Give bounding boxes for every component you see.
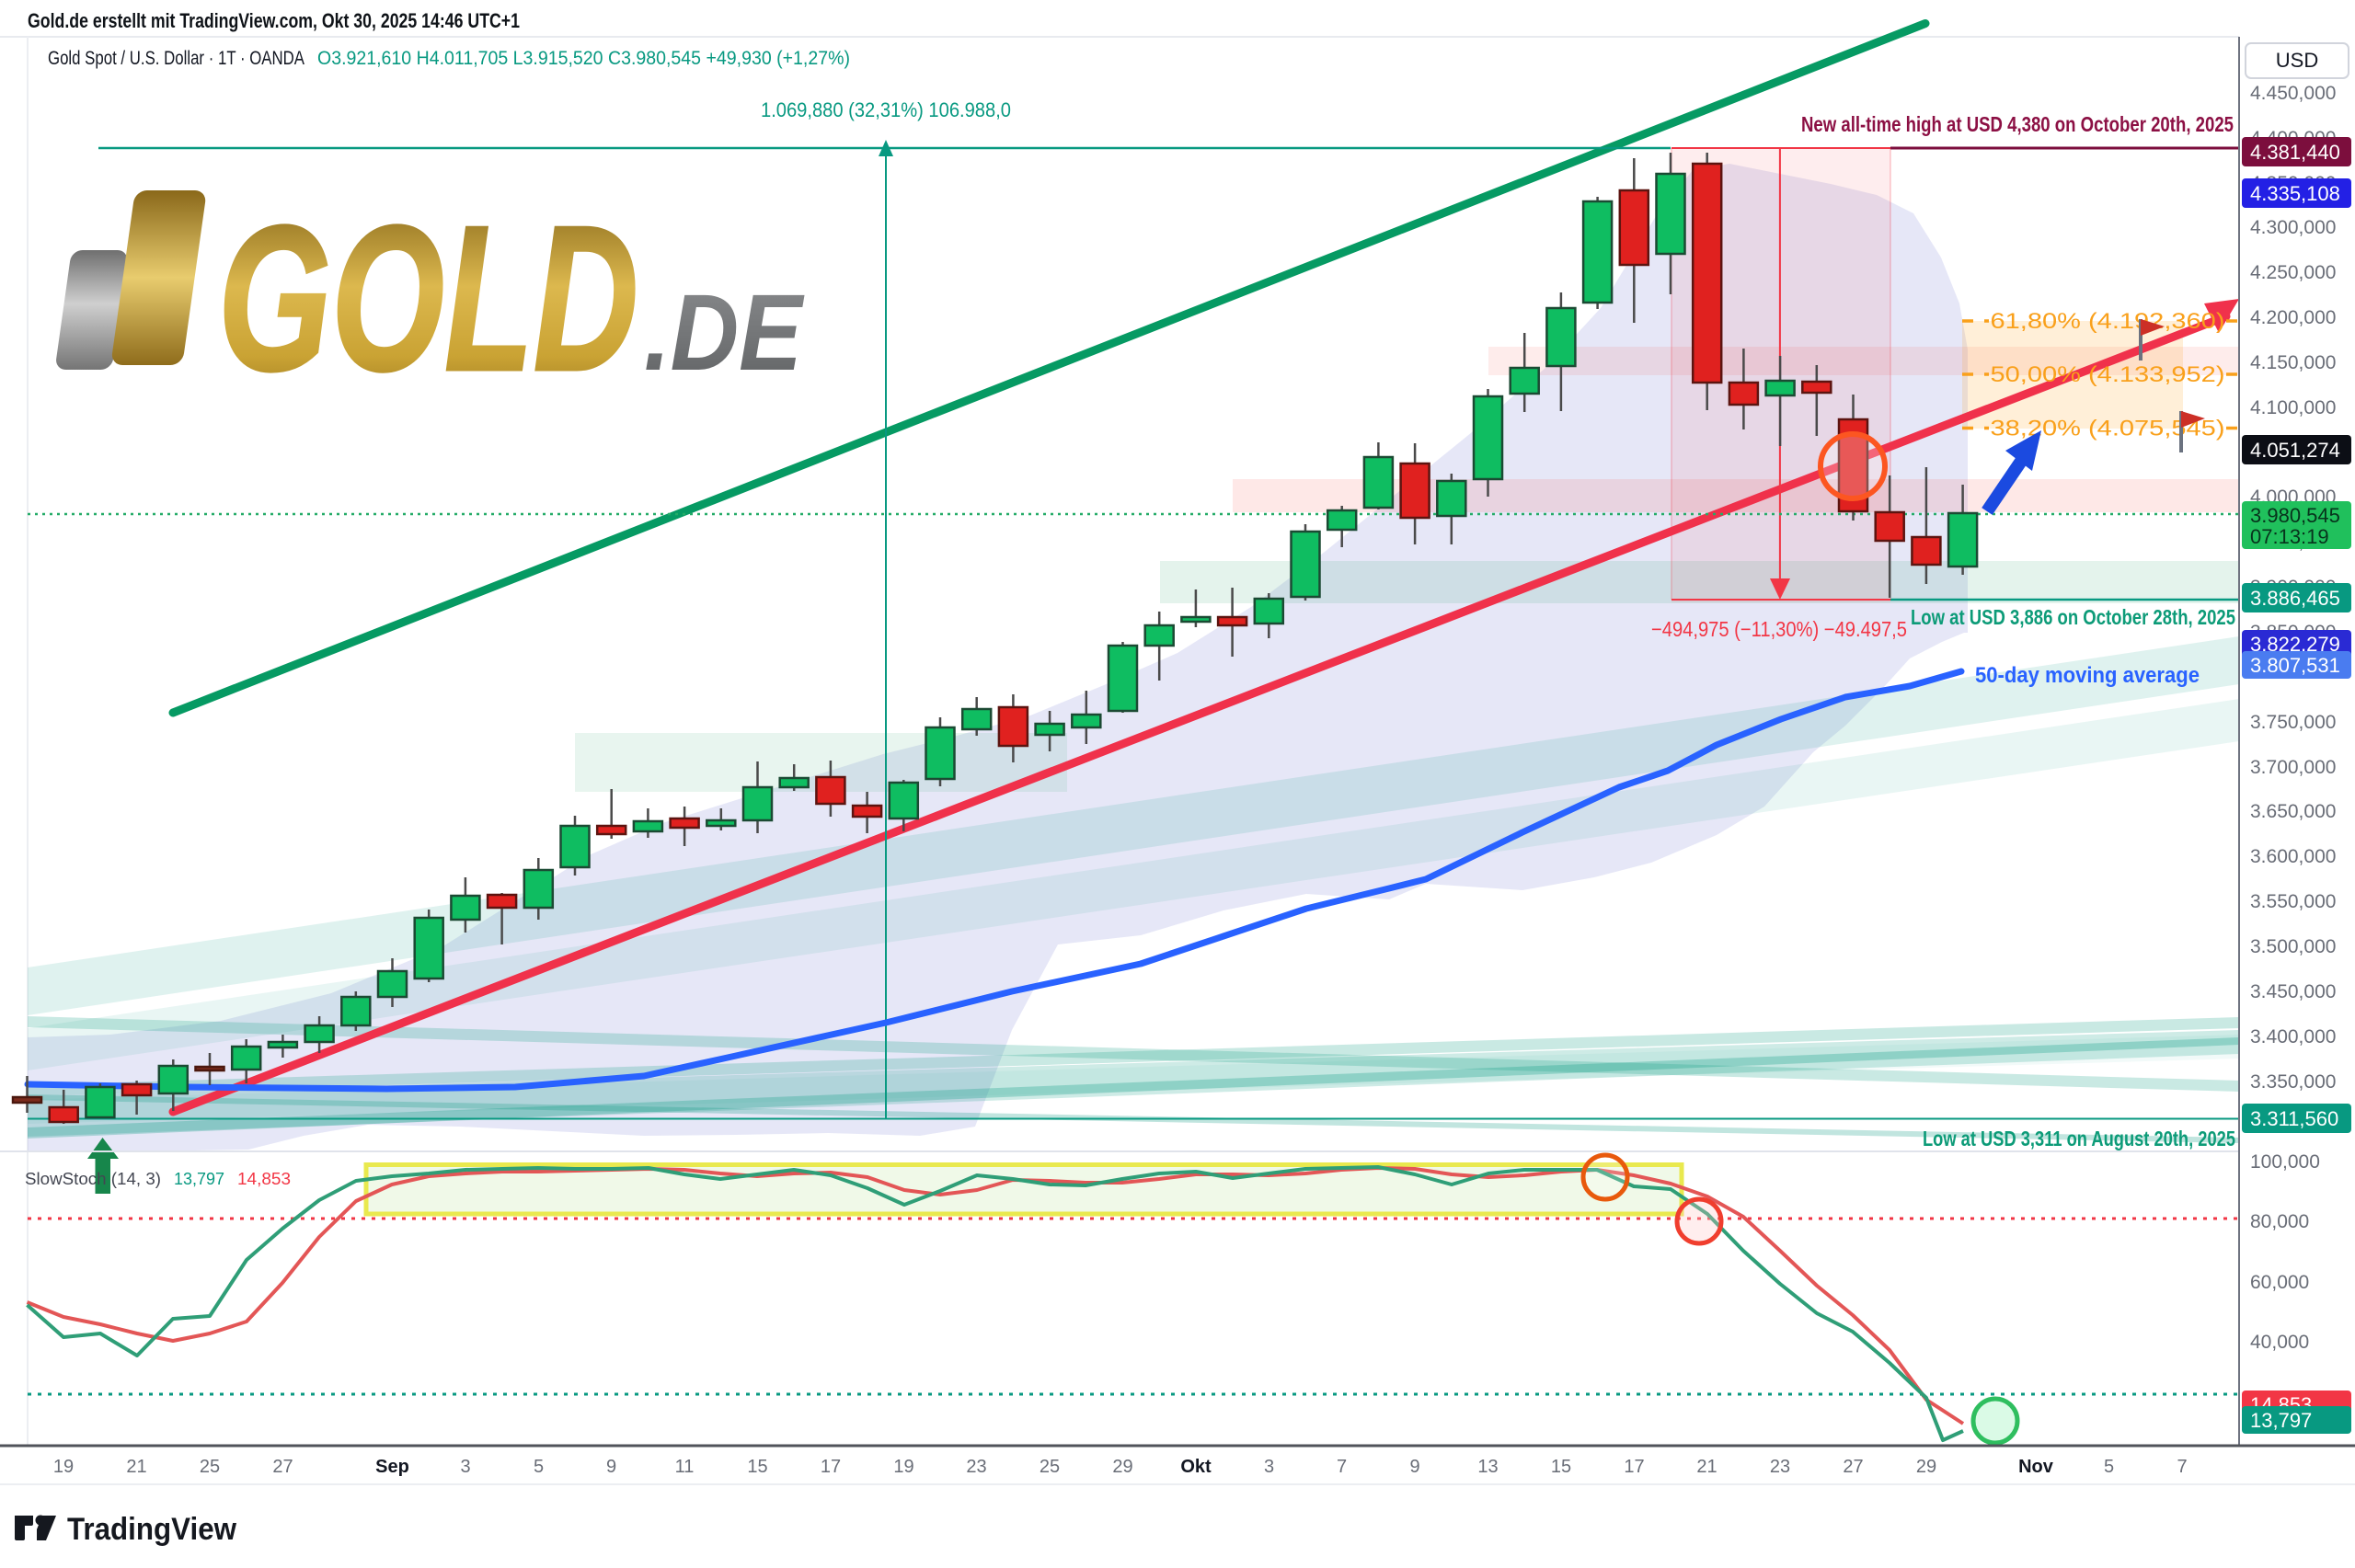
- svg-text:3.450,000: 3.450,000: [2250, 981, 2336, 1002]
- svg-text:7: 7: [2177, 1457, 2187, 1477]
- svg-text:19: 19: [893, 1457, 913, 1477]
- svg-text:61,80% (4.192,360): 61,80% (4.192,360): [1991, 309, 2225, 334]
- svg-text:21: 21: [1696, 1457, 1717, 1477]
- svg-text:4.381,440: 4.381,440: [2250, 141, 2340, 164]
- svg-text:3.500,000: 3.500,000: [2250, 936, 2336, 957]
- svg-text:9: 9: [1409, 1457, 1419, 1477]
- svg-text:23: 23: [966, 1457, 986, 1477]
- svg-text:100,000: 100,000: [2250, 1151, 2320, 1173]
- svg-text:9: 9: [606, 1457, 616, 1477]
- svg-text:13,797: 13,797: [174, 1170, 224, 1188]
- svg-text:25: 25: [200, 1457, 220, 1477]
- svg-text:4.450,000: 4.450,000: [2250, 83, 2336, 104]
- svg-text:29: 29: [1916, 1457, 1936, 1477]
- svg-text:O3.921,610 H4.011,705 L3.915: O3.921,610 H4.011,705 L3.915,520 C3.980,…: [317, 48, 850, 69]
- svg-text:−494,975 (−11,30%) −49.497,5: −494,975 (−11,30%) −49.497,5: [1651, 617, 1907, 641]
- svg-text:3.311,560: 3.311,560: [2250, 1107, 2338, 1130]
- svg-text:17: 17: [821, 1457, 841, 1477]
- svg-text:40,000: 40,000: [2250, 1332, 2309, 1353]
- svg-text:3.807,531: 3.807,531: [2250, 654, 2340, 677]
- svg-text:3.350,000: 3.350,000: [2250, 1071, 2336, 1093]
- svg-text:5: 5: [534, 1457, 544, 1477]
- svg-text:13: 13: [1477, 1457, 1498, 1477]
- svg-text:14,853: 14,853: [237, 1170, 291, 1188]
- svg-text:.DE: .DE: [644, 272, 805, 394]
- svg-text:50,00% (4.133,952): 50,00% (4.133,952): [1991, 362, 2225, 387]
- svg-text:3.980,545: 3.980,545: [2250, 504, 2340, 527]
- svg-text:4.100,000: 4.100,000: [2250, 397, 2336, 418]
- svg-text:USD: USD: [2276, 49, 2318, 72]
- svg-text:21: 21: [126, 1457, 146, 1477]
- svg-text:50-day moving average: 50-day moving average: [1975, 663, 2200, 688]
- svg-text:SlowStoch (14, 3): SlowStoch (14, 3): [25, 1170, 161, 1188]
- svg-text:3.400,000: 3.400,000: [2250, 1026, 2336, 1047]
- svg-text:17: 17: [1624, 1457, 1644, 1477]
- svg-text:13,797: 13,797: [2250, 1409, 2312, 1432]
- svg-text:GOLD: GOLD: [218, 182, 638, 414]
- svg-text:60,000: 60,000: [2250, 1272, 2309, 1293]
- svg-text:25: 25: [1040, 1457, 1060, 1477]
- svg-text:Low at USD 3,886 on October 28: Low at USD 3,886 on October 28th, 2025: [1911, 605, 2235, 629]
- svg-text:1.069,880 (32,31%) 106.988,0: 1.069,880 (32,31%) 106.988,0: [761, 98, 1011, 121]
- svg-text:New all-time high at USD 4,380: New all-time high at USD 4,380 on Octobe…: [1801, 112, 2234, 136]
- svg-text:23: 23: [1770, 1457, 1790, 1477]
- svg-text:4.335,108: 4.335,108: [2250, 182, 2340, 205]
- svg-text:Okt: Okt: [1180, 1457, 1212, 1477]
- svg-text:4.150,000: 4.150,000: [2250, 352, 2336, 373]
- svg-text:80,000: 80,000: [2250, 1211, 2309, 1232]
- svg-text:3.750,000: 3.750,000: [2250, 712, 2336, 733]
- svg-text:3.700,000: 3.700,000: [2250, 757, 2336, 778]
- svg-text:3: 3: [1264, 1457, 1274, 1477]
- svg-text:4.200,000: 4.200,000: [2250, 307, 2336, 328]
- svg-text:27: 27: [1843, 1457, 1863, 1477]
- svg-text:19: 19: [53, 1457, 74, 1477]
- svg-text:15: 15: [747, 1457, 767, 1477]
- svg-text:Gold Spot / U.S. Dollar · 1T ·: Gold Spot / U.S. Dollar · 1T · OANDA: [48, 48, 304, 69]
- svg-text:3: 3: [460, 1457, 470, 1477]
- svg-text:Nov: Nov: [2018, 1457, 2054, 1477]
- svg-text:27: 27: [272, 1457, 293, 1477]
- svg-text:TradingView: TradingView: [67, 1512, 237, 1547]
- svg-text:3.650,000: 3.650,000: [2250, 801, 2336, 822]
- svg-text:3.600,000: 3.600,000: [2250, 846, 2336, 867]
- svg-text:7: 7: [1337, 1457, 1347, 1477]
- svg-text:Sep: Sep: [375, 1457, 409, 1477]
- svg-text:Gold.de erstellt mit TradingVi: Gold.de erstellt mit TradingView.com, Ok…: [28, 9, 520, 32]
- svg-text:Low at USD 3,311 on August 20t: Low at USD 3,311 on August 20th, 2025: [1923, 1127, 2235, 1150]
- svg-text:3.550,000: 3.550,000: [2250, 891, 2336, 912]
- svg-text:29: 29: [1112, 1457, 1132, 1477]
- svg-text:4.250,000: 4.250,000: [2250, 262, 2336, 283]
- svg-text:3.886,465: 3.886,465: [2250, 587, 2340, 610]
- svg-text:11: 11: [675, 1457, 695, 1477]
- svg-text:4.051,274: 4.051,274: [2250, 439, 2340, 462]
- svg-text:07:13:19: 07:13:19: [2250, 525, 2329, 548]
- svg-text:5: 5: [2104, 1457, 2114, 1477]
- svg-text:4.300,000: 4.300,000: [2250, 217, 2336, 238]
- svg-text:15: 15: [1551, 1457, 1571, 1477]
